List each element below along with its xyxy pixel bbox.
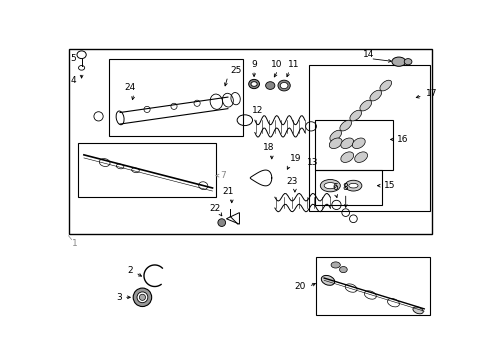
Ellipse shape [218, 219, 225, 226]
Text: 18: 18 [263, 143, 274, 152]
Ellipse shape [369, 90, 381, 101]
Text: 21: 21 [222, 187, 233, 196]
Ellipse shape [340, 152, 353, 162]
Text: 13: 13 [306, 158, 318, 167]
Bar [314, 120, 393, 170]
Text: 11: 11 [287, 60, 299, 69]
Ellipse shape [354, 152, 367, 162]
Bar [68, 49, 431, 234]
Ellipse shape [404, 59, 411, 65]
Text: 2: 2 [127, 266, 133, 275]
Ellipse shape [250, 82, 257, 86]
Text: 3: 3 [116, 293, 122, 302]
Ellipse shape [330, 262, 340, 268]
Ellipse shape [339, 120, 351, 131]
Ellipse shape [391, 57, 405, 66]
Text: 20: 20 [294, 282, 305, 291]
Text: 10: 10 [271, 60, 283, 69]
Bar [308, 65, 429, 211]
Ellipse shape [133, 288, 151, 306]
Ellipse shape [324, 183, 336, 189]
Text: 1: 1 [71, 239, 77, 248]
Ellipse shape [320, 180, 340, 192]
Text: 19: 19 [289, 154, 301, 163]
Ellipse shape [352, 138, 365, 149]
Text: 8: 8 [342, 184, 348, 193]
Text: 6: 6 [332, 184, 338, 193]
Ellipse shape [344, 180, 361, 191]
Ellipse shape [379, 80, 391, 91]
Ellipse shape [329, 130, 341, 141]
Text: 5: 5 [70, 54, 76, 63]
Text: 4: 4 [70, 76, 76, 85]
Ellipse shape [328, 138, 342, 149]
Ellipse shape [280, 82, 287, 89]
Text: 24: 24 [123, 84, 135, 93]
Bar [108, 59, 243, 136]
Bar [316, 257, 429, 315]
Ellipse shape [348, 183, 357, 188]
Text: 9: 9 [251, 60, 256, 69]
Text: 14: 14 [362, 50, 373, 59]
Bar [78, 143, 216, 197]
Ellipse shape [137, 292, 147, 303]
Ellipse shape [359, 100, 371, 111]
Text: 25: 25 [229, 66, 241, 75]
Text: 7: 7 [220, 171, 225, 180]
Ellipse shape [265, 82, 274, 89]
Ellipse shape [340, 138, 353, 149]
Ellipse shape [321, 275, 334, 285]
Ellipse shape [339, 266, 346, 273]
Text: 17: 17 [425, 89, 436, 98]
Ellipse shape [349, 110, 361, 121]
Text: 16: 16 [396, 135, 408, 144]
Text: 22: 22 [209, 204, 220, 213]
Text: 12: 12 [251, 107, 263, 116]
Ellipse shape [248, 80, 259, 89]
Ellipse shape [277, 80, 290, 91]
Ellipse shape [412, 307, 423, 314]
Bar [314, 170, 381, 205]
Ellipse shape [139, 294, 145, 300]
Text: 23: 23 [285, 177, 297, 186]
Text: 15: 15 [384, 181, 395, 190]
